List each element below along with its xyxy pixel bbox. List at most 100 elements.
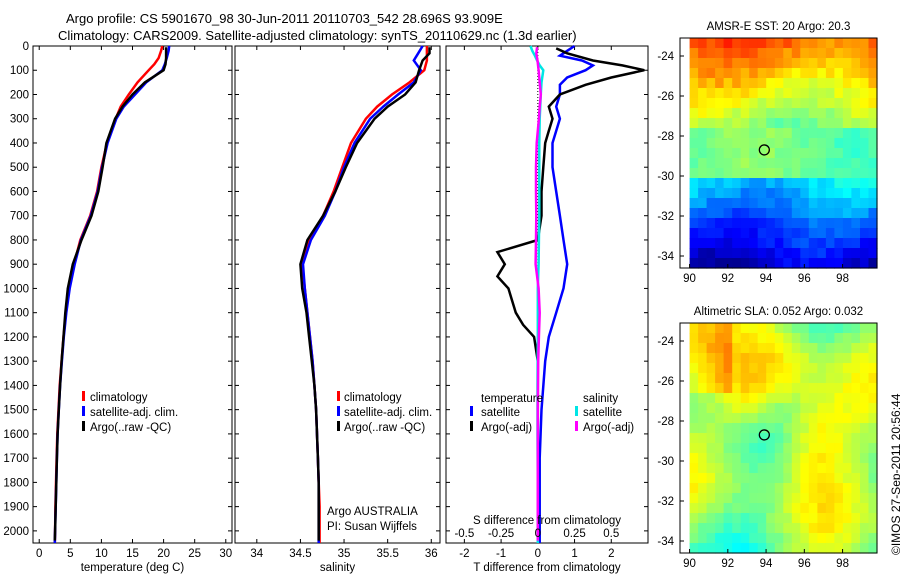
heatmap-cell (783, 383, 793, 394)
heatmap-cell (860, 168, 870, 179)
heatmap-cell (791, 128, 801, 139)
x-tick-label: 98 (836, 273, 849, 285)
heatmap-cell (825, 503, 835, 514)
heatmap-cell (706, 148, 716, 159)
heatmap-cell (851, 493, 861, 504)
heatmap-cell (766, 473, 776, 484)
heatmap-cell (868, 188, 878, 199)
heatmap-cell (842, 98, 852, 109)
heatmap-cell (868, 353, 878, 364)
heatmap-cell (817, 188, 827, 199)
heatmap-cell (740, 78, 750, 89)
heatmap-cell (817, 238, 827, 249)
heatmap-cell (817, 158, 827, 169)
heatmap-cell (817, 258, 827, 269)
heatmap-cell (808, 323, 818, 334)
heatmap-cell (783, 168, 793, 179)
heatmap-cell (723, 443, 733, 454)
heatmap-cell (791, 88, 801, 99)
heatmap-cell (774, 178, 784, 189)
heatmap-cell (834, 238, 844, 249)
heatmap-cell (732, 453, 742, 464)
heatmap-cell (715, 373, 725, 384)
heatmap-cell (842, 38, 852, 49)
heatmap-cell (868, 483, 878, 494)
heatmap-cell (749, 383, 759, 394)
heatmap-cell (783, 248, 793, 259)
heatmap-cell (749, 483, 759, 494)
heatmap-cell (706, 363, 716, 374)
heatmap-cell (834, 383, 844, 394)
heatmap-cell (800, 248, 810, 259)
heatmap-cell (860, 513, 870, 524)
heatmap-cell (698, 373, 708, 384)
legend-label: satellite-adj. clim. (344, 407, 432, 419)
heatmap-cell (834, 88, 844, 99)
heatmap-cell (791, 78, 801, 89)
heatmap-cell (689, 168, 699, 179)
heatmap-cell (825, 323, 835, 334)
heatmap-cell (808, 503, 818, 514)
heatmap-cell (740, 443, 750, 454)
x-tick-label: 2 (608, 548, 614, 560)
heatmap-cell (825, 178, 835, 189)
annotation-pi: PI: Susan Wijffels (327, 521, 417, 533)
argo-position-marker (758, 429, 770, 441)
heatmap-cell (766, 393, 776, 404)
heatmap-cell (851, 98, 861, 109)
heatmap-cell (689, 373, 699, 384)
heatmap-cell (834, 523, 844, 534)
heatmap-cell (698, 58, 708, 69)
heatmap-cell (698, 383, 708, 394)
heatmap-cell (698, 218, 708, 229)
heatmap-cell (706, 353, 716, 364)
legend-swatch (575, 421, 578, 431)
plot-frame (32, 45, 233, 544)
heatmap-cell (698, 238, 708, 249)
heatmap-cell (808, 58, 818, 69)
heatmap-cell (842, 68, 852, 79)
x-tick-label: 30 (219, 548, 232, 560)
heatmap-cell (783, 413, 793, 424)
heatmap-cell (842, 513, 852, 524)
heatmap-cell (715, 188, 725, 199)
heatmap-cell (757, 158, 767, 169)
heatmap-cell (766, 383, 776, 394)
legend-label: Argo(..raw -QC) (90, 422, 171, 434)
heatmap-cell (698, 168, 708, 179)
heatmap-cell (715, 38, 725, 49)
heatmap-cell (825, 258, 835, 269)
heatmap-cell (749, 88, 759, 99)
x-axis-label: T difference from climatology (473, 562, 620, 574)
heatmap-cell (698, 463, 708, 474)
heatmap-cell (774, 333, 784, 344)
heatmap-cell (689, 513, 699, 524)
heatmap-cell (698, 208, 708, 219)
heatmap-cell (791, 493, 801, 504)
heatmap-cell (868, 343, 878, 354)
heatmap-cell (698, 453, 708, 464)
heatmap-cell (689, 413, 699, 424)
heatmap-cell (757, 198, 767, 209)
heatmap-cell (757, 148, 767, 159)
heatmap-cell (834, 513, 844, 524)
heatmap-cell (723, 333, 733, 344)
heatmap-cell (800, 323, 810, 334)
heatmap-cell (766, 108, 776, 119)
heatmap-cell (808, 88, 818, 99)
heatmap-cell (740, 513, 750, 524)
heatmap-cell (834, 148, 844, 159)
heatmap-cell (749, 543, 759, 554)
heatmap-cell (723, 168, 733, 179)
panel-temperature: 0100200300400500600700800900100011001200… (3, 41, 233, 574)
heatmap-cell (757, 483, 767, 494)
x-tick-label: 96 (798, 273, 811, 285)
heatmap-cell (860, 343, 870, 354)
heatmap-cell (808, 383, 818, 394)
heatmap-cell (851, 413, 861, 424)
heatmap-cell (715, 128, 725, 139)
heatmap-cell (698, 138, 708, 149)
y-tick-label: 1100 (4, 308, 29, 320)
heatmap-cell (851, 68, 861, 79)
heatmap-cell (834, 98, 844, 109)
